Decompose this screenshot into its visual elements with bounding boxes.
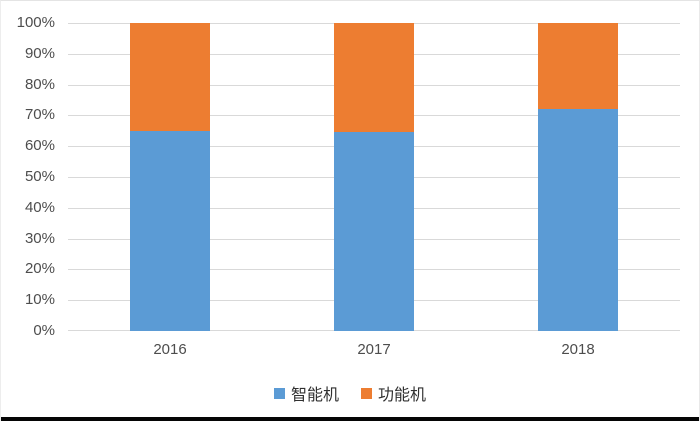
y-tick-label: 10% xyxy=(24,291,55,309)
x-axis-tick-labels: 2016 2017 2018 xyxy=(68,341,680,361)
y-tick-label: 90% xyxy=(24,44,55,62)
y-tick-label: 60% xyxy=(24,137,55,155)
bar-segment-功能机-2017 xyxy=(334,23,414,133)
bottom-border xyxy=(1,417,699,421)
plot-area xyxy=(68,23,680,331)
bar-segment-智能机-2017 xyxy=(334,132,414,331)
legend-swatch-icon xyxy=(273,387,285,399)
x-tick-label: 2016 xyxy=(153,341,187,358)
bar-segment-智能机-2016 xyxy=(130,130,210,331)
y-tick-label: 20% xyxy=(24,260,55,278)
y-tick-label: 0% xyxy=(33,322,55,339)
legend: 智能机 功能机 xyxy=(1,381,699,405)
legend-item-智能机: 智能机 xyxy=(273,381,339,405)
y-tick-label: 70% xyxy=(24,106,55,124)
bar-segment-智能机-2018 xyxy=(538,109,618,331)
y-tick-label: 100% xyxy=(16,14,55,31)
legend-swatch-icon xyxy=(361,387,372,399)
y-tick-label: 40% xyxy=(24,198,55,216)
bar-segment-功能机-2018 xyxy=(538,23,618,110)
bar-segment-功能机-2016 xyxy=(130,23,210,131)
y-tick-label: 50% xyxy=(24,168,55,185)
x-tick-label: 2018 xyxy=(561,341,595,358)
legend-label: 功能机 xyxy=(378,387,427,404)
y-tick-label: 30% xyxy=(24,229,55,247)
legend-label: 智能机 xyxy=(290,387,339,404)
legend-item-功能机: 功能机 xyxy=(361,381,426,405)
y-axis-tick-labels: 0% 10% 20% 30% 40% 50% 60% 70% 80% 90% 100% xyxy=(1,14,55,339)
y-tick-label: 80% xyxy=(24,75,55,93)
x-tick-label: 2017 xyxy=(357,341,391,358)
